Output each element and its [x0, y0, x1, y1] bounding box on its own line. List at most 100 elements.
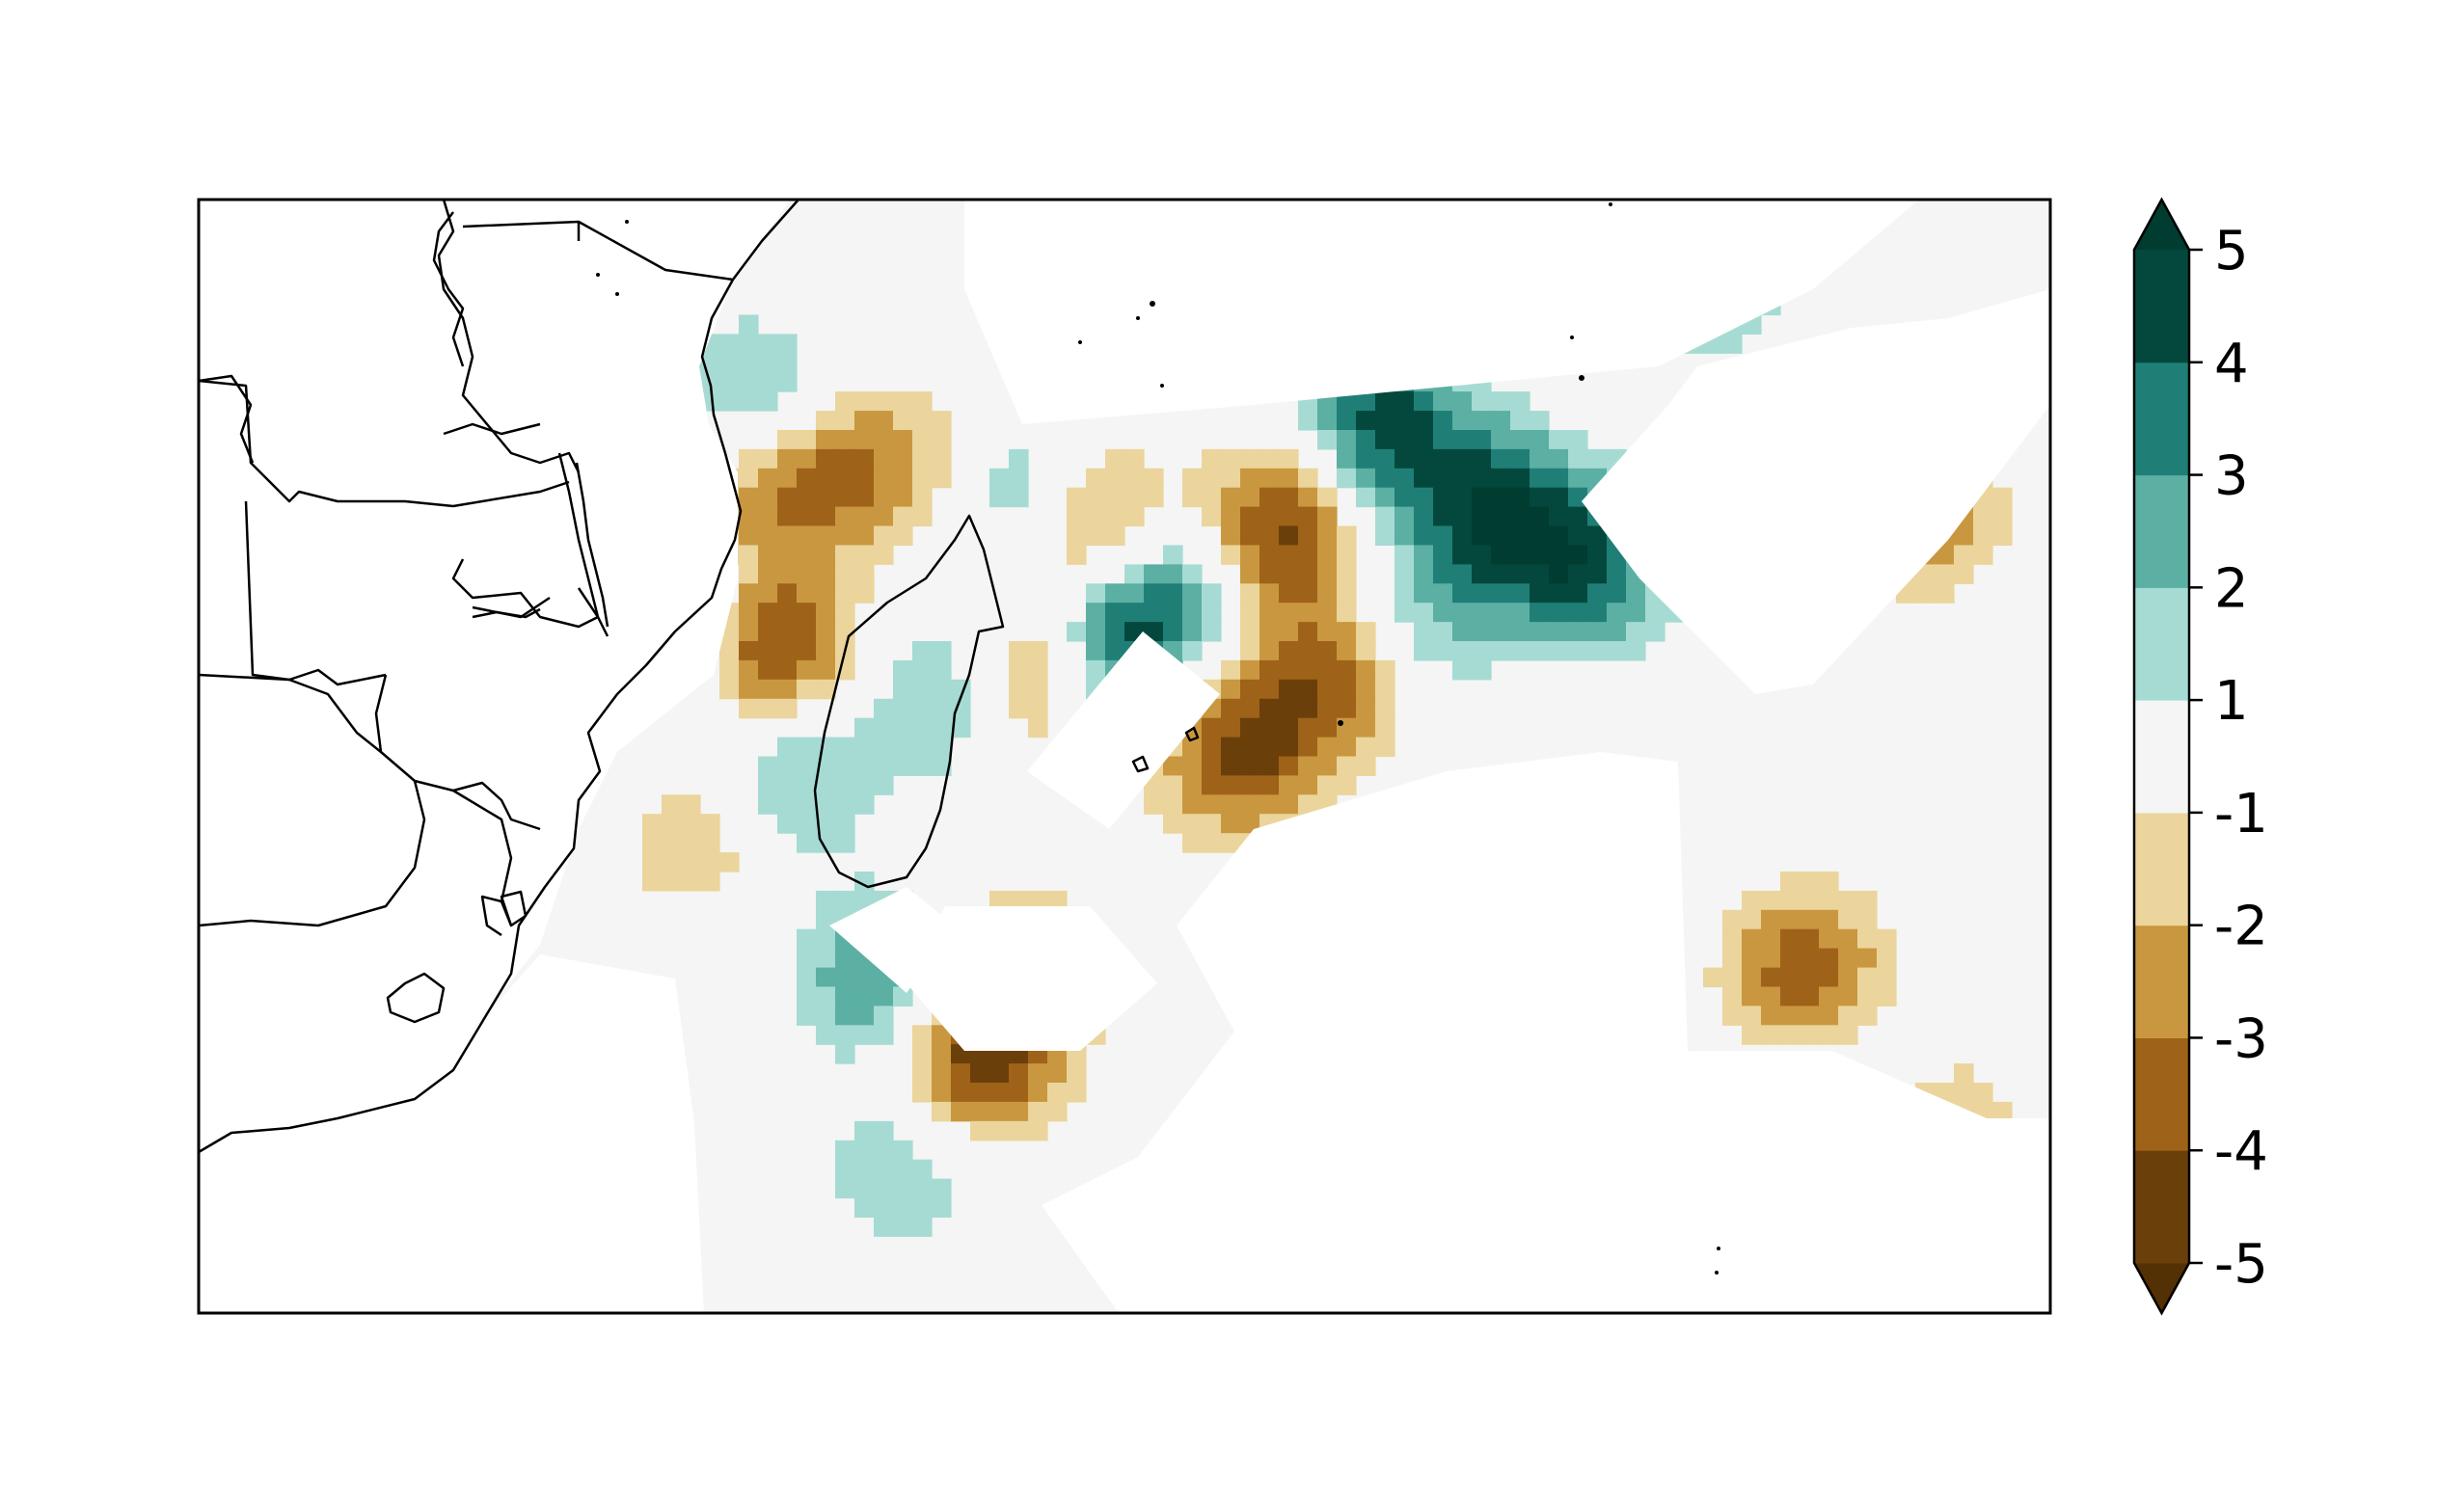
contour-cell	[758, 448, 778, 470]
contour-cell	[1530, 487, 1550, 508]
contour-cell	[874, 717, 894, 738]
contour-cell	[970, 1083, 990, 1103]
contour-cell	[1317, 622, 1338, 642]
contour-cell	[797, 775, 817, 795]
contour-cell	[1279, 756, 1299, 776]
contour-cell	[797, 794, 817, 815]
contour-cell	[1337, 430, 1357, 450]
contour-cell	[1857, 967, 1878, 988]
contour-cell	[1510, 430, 1530, 450]
contour-cell	[1105, 525, 1125, 546]
contour-cell	[970, 1120, 990, 1141]
contour-cell	[1337, 641, 1357, 661]
contour-cell	[835, 448, 855, 470]
contour-cell	[1472, 583, 1492, 604]
contour-cell	[1472, 468, 1492, 489]
contour-cell	[700, 833, 720, 853]
contour-cell	[797, 737, 817, 758]
contour-cell	[1163, 756, 1183, 776]
contour-cell	[739, 641, 759, 661]
contour-cell	[1259, 659, 1280, 681]
contour-cell	[1298, 641, 1318, 661]
contour-cell	[758, 794, 778, 815]
contour-cell	[1240, 794, 1260, 815]
contour-cell	[1221, 487, 1241, 508]
contour-cell	[932, 1063, 952, 1084]
contour-cell	[854, 1120, 875, 1141]
contour-cell	[1973, 506, 1993, 527]
contour-cell	[1086, 641, 1106, 661]
contour-cell	[1067, 622, 1087, 642]
contour-cell	[1317, 641, 1338, 661]
contour-cell	[1800, 909, 1820, 930]
contour-cell	[1009, 890, 1029, 911]
contour-cell	[1530, 564, 1550, 584]
contour-cell	[1394, 583, 1415, 604]
contour-cell	[816, 986, 836, 1006]
contour-cell	[874, 775, 894, 795]
contour-cell	[893, 1159, 913, 1180]
contour-cell	[1144, 468, 1164, 489]
contour-cell	[739, 679, 759, 700]
contour-cell	[989, 890, 1010, 911]
contour-cell	[816, 909, 836, 930]
contour-cell	[835, 1044, 855, 1064]
contour-cell	[1240, 545, 1260, 565]
contour-cell	[1819, 967, 1839, 988]
contour-cell	[1067, 545, 1087, 565]
island-dot	[615, 292, 619, 296]
contour-cell	[1240, 756, 1260, 776]
contour-cell	[1510, 564, 1530, 584]
colorbar-segment	[2134, 1150, 2189, 1264]
contour-cell	[777, 737, 798, 758]
contour-cell	[874, 487, 894, 508]
contour-cell	[777, 679, 798, 700]
contour-cell	[1067, 1063, 1087, 1084]
contour-cell	[1973, 1083, 1993, 1103]
contour-cell	[912, 737, 933, 758]
contour-cell	[1182, 564, 1203, 584]
contour-cell	[912, 506, 933, 527]
border-10	[437, 200, 581, 473]
contour-cell	[835, 391, 855, 412]
contour-cell	[1086, 506, 1106, 527]
contour-cell	[1163, 603, 1183, 623]
contour-cell	[1510, 391, 1530, 412]
contour-cell	[1394, 525, 1415, 546]
contour-cell	[816, 487, 836, 508]
contour-cell	[1819, 948, 1839, 969]
contour-cell	[1298, 756, 1318, 776]
contour-cell	[1587, 448, 1608, 470]
contour-cell	[1240, 698, 1260, 719]
colorbar-tick-label: 1	[2214, 670, 2249, 733]
contour-cell	[1433, 622, 1453, 642]
contour-cell	[1742, 948, 1762, 969]
contour-cell	[1626, 603, 1646, 623]
contour-cell	[1182, 583, 1203, 604]
contour-cell	[835, 468, 855, 489]
contour-cell	[1356, 679, 1376, 700]
contour-cell	[1530, 448, 1550, 470]
contour-cell	[1877, 967, 1897, 988]
colorbar-under-extension	[2134, 1263, 2189, 1313]
contour-cell	[932, 737, 952, 758]
contour-cell	[719, 391, 740, 412]
contour-cell	[1259, 622, 1280, 642]
contour-cell	[1240, 468, 1260, 489]
contour-cell	[912, 487, 933, 508]
contour-cell	[912, 468, 933, 489]
contour-cell	[1202, 833, 1222, 853]
mask-east-upper	[1582, 289, 2050, 694]
contour-cell	[739, 353, 759, 373]
contour-cell	[1202, 717, 1222, 738]
contour-cell	[951, 1083, 971, 1103]
contour-cell	[1105, 583, 1125, 604]
contour-cell	[1742, 967, 1762, 988]
contour-cell	[1973, 525, 1993, 546]
contour-cell	[816, 890, 836, 911]
contour-cell	[854, 1178, 875, 1199]
contour-cell	[1279, 794, 1299, 815]
contour-cell	[1298, 698, 1318, 719]
contour-cell	[1433, 545, 1453, 565]
contour-cell	[1240, 737, 1260, 758]
